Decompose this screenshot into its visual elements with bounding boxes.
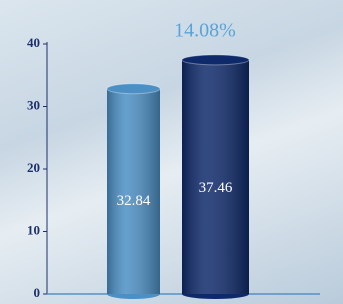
y-tick-label: 20 <box>27 160 40 175</box>
bar-shade <box>107 89 160 294</box>
value-label: 37.46 <box>199 180 233 196</box>
value-label: 32.84 <box>117 193 151 209</box>
y-tick-label: 10 <box>27 222 40 237</box>
bar-shade <box>182 60 249 294</box>
y-tick-label: 30 <box>27 97 40 112</box>
y-tick-label: 40 <box>27 35 40 50</box>
chart: 14.08% 0 10 20 30 40 32.84 37.46 <box>0 0 343 304</box>
y-tick-label: 0 <box>34 285 41 300</box>
bar-top <box>107 84 160 94</box>
bar-top <box>182 55 249 65</box>
annotation: 14.08% <box>174 20 236 42</box>
